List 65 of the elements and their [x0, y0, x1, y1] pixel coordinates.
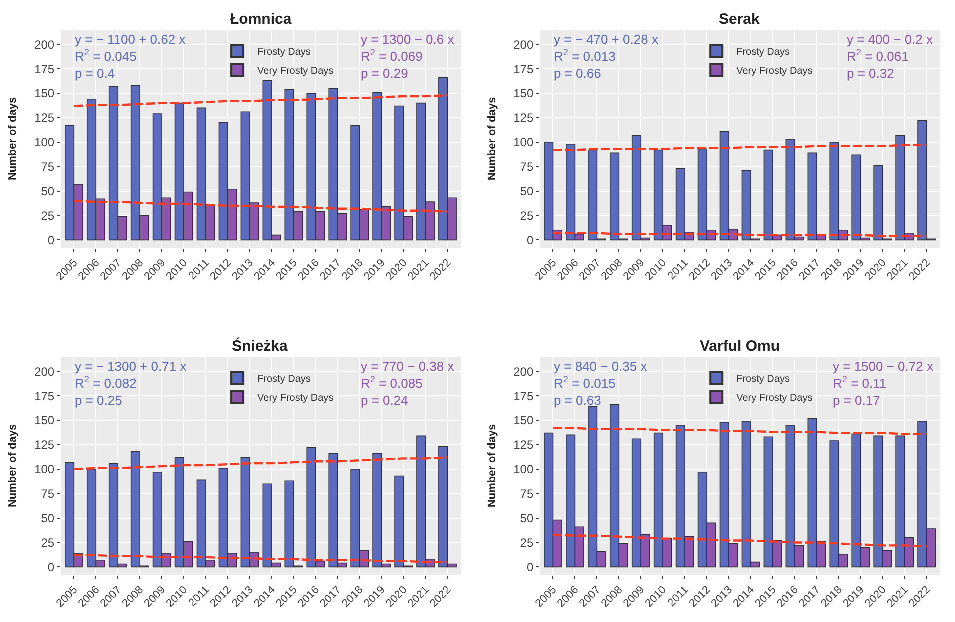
legend-label: Very Frosty Days	[736, 66, 813, 77]
y-tick-label: 100	[514, 462, 534, 477]
y-tick-label: 0	[526, 233, 534, 248]
y-tick-label: 50	[520, 512, 534, 526]
y-tick-label: 25	[41, 536, 55, 550]
y-tick-label: 200	[514, 364, 534, 379]
y-tick-label: 125	[34, 111, 55, 126]
line-series	[73, 94, 449, 108]
y-tick-label: 175	[514, 62, 534, 76]
legend-label: Frosty Days	[258, 46, 311, 58]
y-tick-label: 125	[514, 111, 534, 126]
annotation: y = − 1300 + 0.71 x R$^{2}$ = 0.082 p = 0.25	[75, 359, 188, 408]
y-tick-label: 25	[41, 208, 55, 223]
chart-title: Serak	[719, 11, 761, 28]
annotation: y = 1300 − 0.6 x R$^{2}$ = 0.069 p = 0.29	[361, 32, 455, 81]
y-tick-label: 100	[34, 462, 55, 477]
annotation: y = 840 − 0.35 x R$^{2}$ = 0.015 p = 0.63	[554, 359, 648, 408]
y-tick-label: 200	[34, 364, 55, 379]
y-tick-label: 0	[48, 233, 55, 248]
y-tick-label: 125	[34, 438, 55, 452]
y-tick-label: 50	[41, 512, 55, 526]
y-tick-label: 175	[34, 62, 55, 76]
y-tick-label: 50	[520, 184, 534, 198]
annotation: y = 770 − 0.38 x R$^{2}$ = 0.085 p = 0.24	[361, 359, 455, 408]
y-tick-label: 75	[41, 487, 55, 502]
y-tick-label: 150	[514, 86, 534, 101]
chart-title: Śnieżka	[232, 337, 289, 355]
y-tick-label: 75	[520, 160, 534, 174]
legend-label: Frosty Days	[736, 46, 790, 58]
y-tick-label: 150	[34, 86, 55, 101]
y-tick-label: 25	[520, 208, 534, 223]
y-tick-label: 150	[34, 414, 55, 428]
y-tick-label: 150	[514, 414, 534, 428]
chart-title: Varful Omu	[700, 338, 780, 355]
y-tick-label: 75	[520, 487, 534, 502]
annotation: y = 400 − 0.2 x R$^{2}$ = 0.061 p = 0.32	[847, 32, 934, 81]
legend-label: Frosty Days	[258, 374, 311, 385]
y-axis-title: Number of days	[7, 97, 20, 181]
y-axis-title: Number of days	[7, 424, 20, 508]
legend-label: Very Frosty Days	[258, 66, 334, 77]
y-tick-label: 75	[41, 160, 55, 174]
y-tick-label: 200	[34, 38, 55, 52]
legend-label: Frosty Days	[736, 374, 790, 385]
y-tick-label: 50	[41, 184, 55, 198]
line-series	[73, 554, 449, 564]
legend-label: Very Frosty Days	[736, 392, 813, 404]
y-tick-label: 25	[520, 536, 534, 550]
y-axis-title: Number of days	[486, 97, 498, 181]
annotation: y = 1500 − 0.72 x R$^{2}$ = 0.11 p = 0.17	[833, 359, 934, 408]
y-tick-label: 0	[526, 560, 534, 574]
chart-title: Łomnica	[230, 11, 292, 28]
y-tick-label: 100	[34, 136, 55, 150]
y-tick-label: 100	[514, 136, 534, 150]
y-tick-label: 200	[514, 38, 534, 52]
y-tick-label: 0	[48, 560, 55, 574]
y-axis-title: Number of days	[486, 424, 498, 508]
line-series	[73, 456, 449, 471]
line-series	[552, 534, 928, 548]
annotation: y = − 470 + 0.28 x R$^{2}$ = 0.013 p = 0.66	[554, 32, 659, 81]
y-tick-label: 125	[514, 438, 534, 452]
y-tick-label: 175	[514, 389, 534, 404]
y-tick-label: 175	[34, 389, 55, 404]
annotation: y = − 1100 + 0.62 x R$^{2}$ = 0.045 p = 0.4	[75, 32, 186, 81]
line-series	[73, 200, 449, 213]
legend-label: Very Frosty Days	[258, 392, 334, 404]
